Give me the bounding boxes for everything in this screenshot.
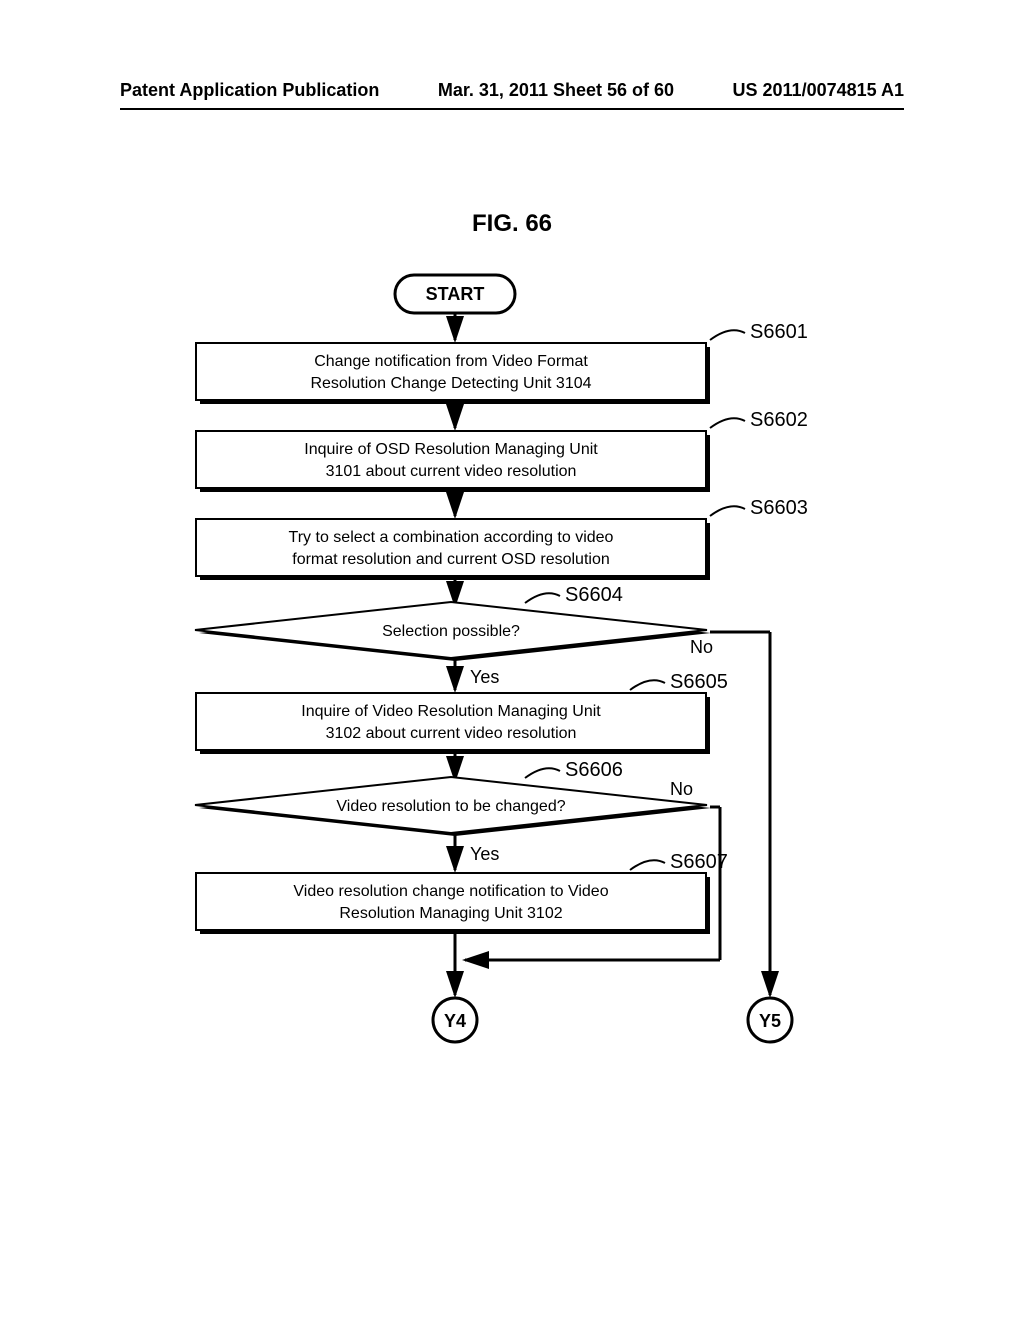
step-s6607: Video resolution change notification to …	[196, 851, 728, 934]
header-rule	[120, 108, 904, 110]
yes-label-1: Yes	[470, 667, 499, 687]
decision-s6606: Video resolution to be changed? S6606	[195, 759, 711, 836]
svg-text:S6601: S6601	[750, 321, 808, 343]
figure-title: FIG. 66	[472, 210, 552, 238]
svg-text:Inquire of OSD Resolution Mana: Inquire of OSD Resolution Managing Unit	[304, 441, 598, 458]
connector-y5: Y5	[748, 998, 792, 1042]
svg-text:Change notification from Video: Change notification from Video Format	[314, 353, 588, 370]
svg-text:Try to select a combination ac: Try to select a combination according to…	[289, 529, 614, 546]
svg-text:Y5: Y5	[759, 1011, 781, 1031]
svg-text:S6607: S6607	[670, 851, 728, 873]
header-right: US 2011/0074815 A1	[733, 80, 904, 101]
svg-text:Selection possible?: Selection possible?	[382, 623, 520, 640]
header-center: Mar. 31, 2011 Sheet 56 of 60	[438, 80, 674, 101]
flowchart: START Change notification from Video For…	[130, 270, 900, 1070]
svg-text:S6604: S6604	[565, 584, 623, 606]
svg-text:3102 about current video resol: 3102 about current video resolution	[326, 725, 577, 742]
step-s6601: Change notification from Video Format Re…	[196, 321, 808, 404]
header-left: Patent Application Publication	[120, 80, 379, 101]
svg-text:3101 about current video resol: 3101 about current video resolution	[326, 463, 577, 480]
connector-y4: Y4	[433, 998, 477, 1042]
yes-label-2: Yes	[470, 844, 499, 864]
svg-text:S6603: S6603	[750, 497, 808, 519]
start-node: START	[395, 275, 515, 313]
svg-text:S6605: S6605	[670, 671, 728, 693]
svg-text:Inquire of Video Resolution Ma: Inquire of Video Resolution Managing Uni…	[301, 703, 601, 720]
svg-text:Y4: Y4	[444, 1011, 466, 1031]
svg-text:Resolution Change Detecting Un: Resolution Change Detecting Unit 3104	[310, 375, 591, 392]
svg-text:Video resolution to be changed: Video resolution to be changed?	[336, 798, 565, 815]
svg-text:Resolution Managing Unit 3102: Resolution Managing Unit 3102	[339, 905, 562, 922]
svg-text:START: START	[426, 284, 485, 304]
step-s6605: Inquire of Video Resolution Managing Uni…	[196, 671, 728, 754]
step-s6603: Try to select a combination according to…	[196, 497, 808, 580]
svg-text:S6602: S6602	[750, 409, 808, 431]
step-s6602: Inquire of OSD Resolution Managing Unit …	[196, 409, 808, 492]
svg-text:format resolution and current: format resolution and current OSD resolu…	[292, 551, 609, 568]
svg-text:Video resolution change notifi: Video resolution change notification to …	[293, 883, 608, 900]
no-label-2: No	[670, 779, 693, 799]
decision-s6604: Selection possible? S6604	[195, 584, 711, 661]
no-label-1: No	[690, 637, 713, 657]
svg-text:S6606: S6606	[565, 759, 623, 781]
